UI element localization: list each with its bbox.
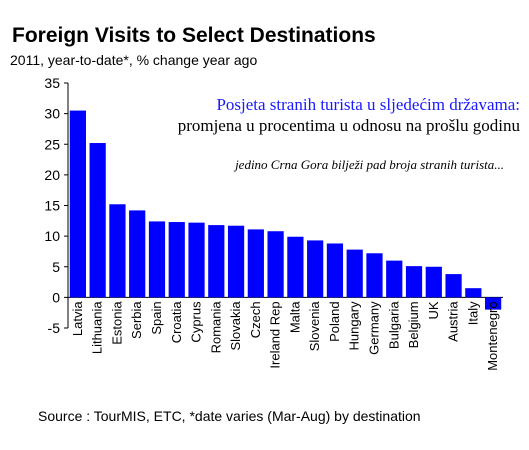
y-tick-label: 20 [44,167,60,183]
y-tick-label: 30 [44,106,60,122]
bar [465,288,482,298]
bar [129,210,146,298]
bar [405,266,423,298]
category-label: UK [426,301,441,319]
category-label: Cyprus [189,301,204,343]
y-tick-label: 35 [44,75,60,91]
bar [89,143,106,298]
category-label: Latvia [70,301,85,336]
bar [366,253,383,298]
category-label: Serbia [129,301,144,339]
annotation-heading: Posjeta stranih turista u sljedećim drža… [216,95,520,114]
bar [208,225,225,298]
y-tick-label: 0 [52,289,60,305]
bar [386,260,403,298]
annotation-subheading: promjena u procentima u odnosu na prošlu… [178,116,521,135]
bar [287,236,304,298]
bar [227,225,245,298]
category-label: Lithuania [90,301,105,355]
y-tick-label: -5 [48,320,61,336]
bar [307,240,324,298]
chart-title: Foreign Visits to Select Destinations [12,24,376,47]
source-note: Source : TourMIS, ETC, *date varies (Mar… [38,408,421,424]
category-label: Montenegro [485,301,500,370]
category-label: Romania [208,301,223,354]
bar [267,231,284,298]
category-label: Estonia [109,301,124,345]
category-label: Ireland Rep [268,301,283,368]
y-tick-labels: -5 0 5 10 15 20 25 30 35 [44,75,60,336]
y-tick-label: 15 [44,198,60,214]
category-label: Belgium [406,301,421,348]
y-tick-label: 25 [44,136,60,152]
category-label: Germany [366,301,381,355]
category-label: Czech [248,301,263,338]
bar [69,110,86,298]
bar [445,274,462,298]
bar [148,221,166,298]
bar [188,222,205,298]
chart-subtitle: 2011, year-to-date*, % change year ago [10,52,258,68]
category-label: Hungary [347,301,362,351]
category-label: Bulgaria [386,301,401,349]
bar [109,204,126,298]
category-labels: Latvia Lithuania Estonia Serbia Spain Croatia… [70,301,500,371]
bar [485,297,502,310]
category-label: Malta [287,301,302,334]
category-label: Slovenia [307,301,322,352]
bar [326,243,344,298]
category-label: Spain [149,301,164,334]
bar [346,249,363,298]
bar-chart: Latvia Lithuania Estonia Serbia Spain Croatia… [44,75,521,371]
category-label: Austria [446,301,461,342]
bar [168,222,185,298]
category-label: Italy [465,301,480,325]
annotation-note: jedino Crna Gora bilježi pad broja stran… [233,157,504,172]
bar [247,229,264,298]
category-label: Slovakia [228,301,243,351]
category-label: Poland [327,301,342,341]
y-tick-label: 10 [44,228,60,244]
bar [425,266,442,298]
category-label: Croatia [169,301,184,344]
y-tick-label: 5 [52,259,60,275]
bar-series [69,110,502,310]
